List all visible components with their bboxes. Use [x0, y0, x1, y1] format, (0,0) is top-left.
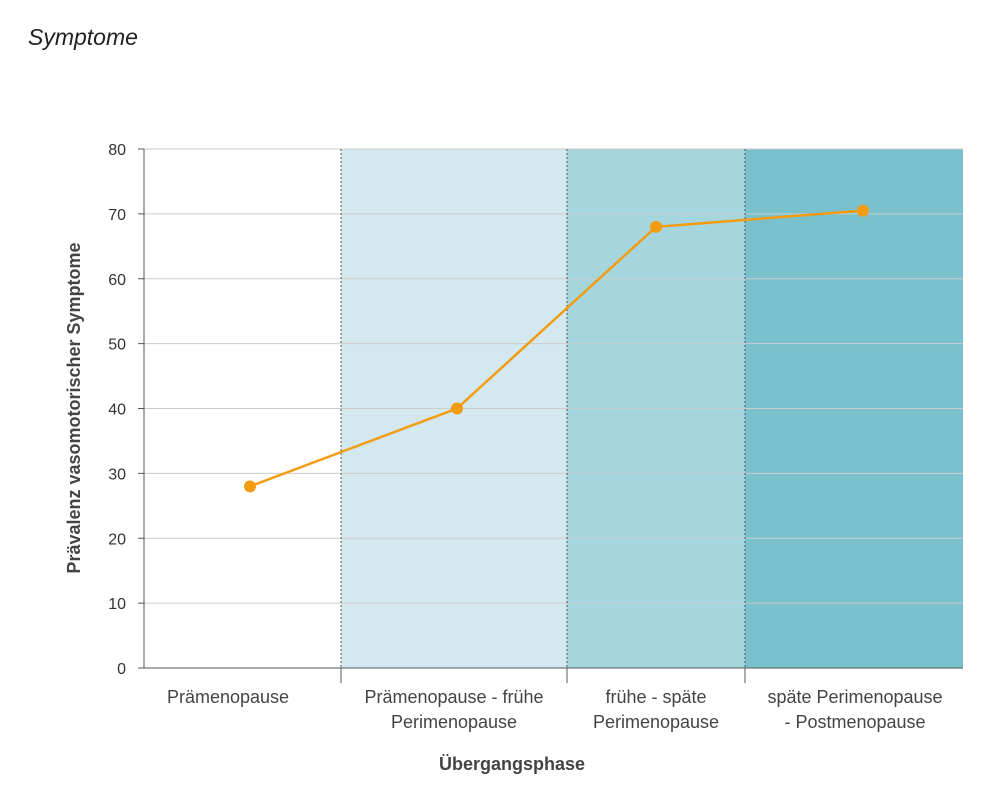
data-point: [857, 204, 869, 217]
y-tick-label: 60: [108, 272, 126, 289]
x-category-label: späte Perimenopause - Postmenopause: [767, 687, 942, 732]
y-tick-label: 40: [108, 402, 126, 419]
y-tick-label: 30: [108, 466, 126, 483]
chart-title: Symptome: [28, 24, 138, 50]
y-tick-label: 20: [108, 531, 126, 548]
y-axis-title: Prävalenz vasomotorischer Symptome: [64, 242, 84, 573]
y-tick-label: 50: [108, 337, 126, 354]
phase-dividers: [340, 149, 746, 668]
data-series: [244, 204, 869, 493]
y-tick-labels: 0 10 20 30 40 50 60 70 80: [108, 142, 144, 678]
series-line: [249, 209, 864, 488]
x-axis-title: Übergangsphase: [439, 754, 585, 774]
y-tick-label: 10: [108, 596, 126, 613]
x-category-label: Prämenopause - frühe Perimenopause: [364, 687, 543, 732]
x-category-label: Prämenopause: [167, 687, 289, 707]
y-tick-label: 0: [117, 661, 126, 678]
x-category-label: frühe - späte Perimenopause: [593, 687, 719, 732]
y-tick-label: 80: [108, 142, 126, 159]
data-point: [244, 480, 256, 493]
data-point: [650, 220, 662, 233]
data-point: [451, 402, 463, 415]
y-tick-label: 70: [108, 207, 126, 224]
x-category-labels: Prämenopause Prämenopause - frühe Perimeno…: [167, 687, 943, 732]
